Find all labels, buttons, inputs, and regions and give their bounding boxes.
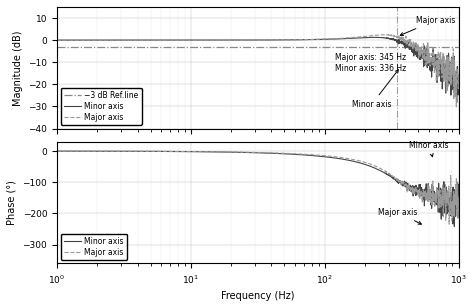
Text: Major axis: 345 Hz
Minor axis: 336 Hz: Major axis: 345 Hz Minor axis: 336 Hz <box>335 53 407 73</box>
Minor axis <box>444 192 449 196</box>
Minor axis <box>239 38 245 42</box>
Minor axis <box>451 225 457 228</box>
Major axis <box>446 222 452 226</box>
Major axis <box>444 65 450 69</box>
Line: Minor axis: Minor axis <box>57 37 458 103</box>
Minor axis <box>54 149 60 153</box>
X-axis label: Frequency (Hz): Frequency (Hz) <box>221 291 294 301</box>
Line: Major axis: Major axis <box>57 151 458 224</box>
Major axis <box>74 38 80 42</box>
Minor axis <box>249 151 255 155</box>
Minor axis <box>54 38 60 42</box>
Minor axis <box>444 62 450 66</box>
Legend: −3 dB Ref.line, Minor axis, Major axis: −3 dB Ref.line, Minor axis, Major axis <box>61 88 142 125</box>
Major axis <box>444 202 450 205</box>
Minor axis <box>370 35 376 39</box>
Minor axis <box>239 151 245 154</box>
Major axis <box>381 33 387 36</box>
Major axis <box>370 163 376 167</box>
Minor axis <box>370 165 376 169</box>
Line: Minor axis: Minor axis <box>57 151 458 226</box>
Text: Minor axis: Minor axis <box>410 140 449 157</box>
Line: Major axis: Major axis <box>57 34 458 107</box>
Major axis <box>444 54 450 57</box>
Y-axis label: Magnitude (dB): Magnitude (dB) <box>13 30 23 106</box>
Legend: Minor axis, Major axis: Minor axis, Major axis <box>61 233 127 260</box>
Major axis <box>370 34 376 37</box>
Minor axis <box>372 35 378 39</box>
Minor axis <box>444 54 450 57</box>
Minor axis <box>444 194 450 197</box>
Minor axis <box>74 38 80 42</box>
Major axis <box>249 38 255 42</box>
Major axis <box>54 149 60 153</box>
Minor axis <box>456 197 461 200</box>
Y-axis label: Phase (°): Phase (°) <box>7 180 17 225</box>
−3 dB Ref.line <box>54 45 60 49</box>
Major axis <box>74 149 80 153</box>
Text: Minor axis: Minor axis <box>352 70 398 109</box>
Major axis <box>454 105 459 109</box>
Major axis <box>249 151 255 154</box>
Major axis <box>54 38 60 42</box>
Minor axis <box>74 149 80 153</box>
Major axis <box>444 194 449 197</box>
Text: Major axis: Major axis <box>378 208 421 224</box>
Major axis <box>456 208 461 212</box>
Major axis <box>456 75 461 79</box>
Minor axis <box>249 38 255 42</box>
Major axis <box>239 38 245 42</box>
Minor axis <box>456 74 461 78</box>
Text: Major axis: Major axis <box>400 16 455 35</box>
Major axis <box>239 150 245 154</box>
Minor axis <box>454 101 460 104</box>
